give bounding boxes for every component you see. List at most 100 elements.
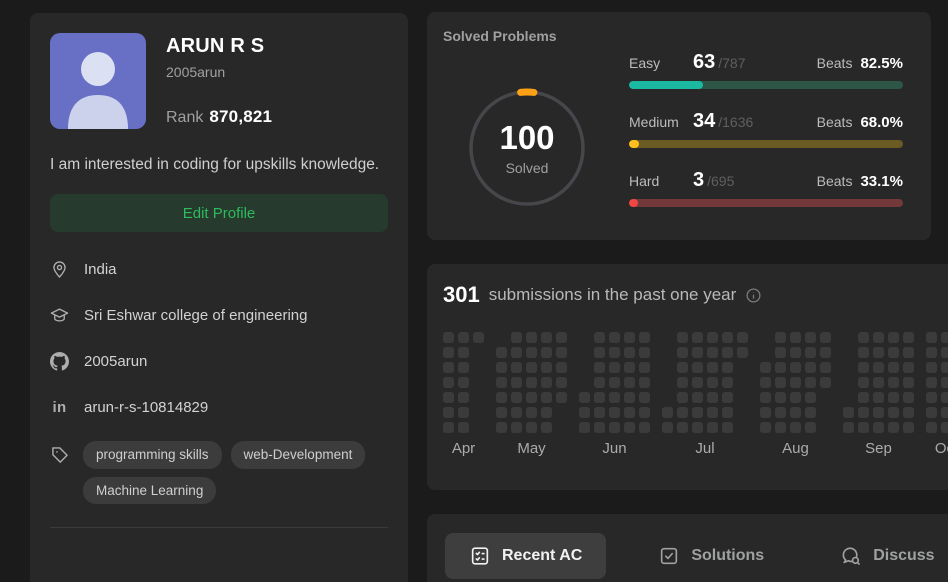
heatmap-cell [903, 407, 914, 418]
heatmap-cell [941, 392, 948, 403]
heatmap-cell [722, 422, 733, 433]
heatmap-month: Jul [662, 332, 748, 457]
linkedin-handle[interactable]: arun-r-s-10814829 [84, 399, 209, 417]
heatmap-cell [443, 362, 454, 373]
easy-row: Easy 63 /787 Beats 82.5% [629, 52, 903, 89]
heatmap-month-label: Oct [934, 440, 948, 457]
heatmap-cell [737, 332, 748, 343]
heatmap-month-label: May [517, 440, 546, 457]
heatmap-cell [790, 347, 801, 358]
heatmap-cell [722, 332, 733, 343]
heatmap-month-label: Sep [865, 440, 892, 457]
heatmap-cell [526, 392, 537, 403]
rank-value: 870,821 [209, 107, 273, 126]
github-row[interactable]: 2005arun [50, 352, 388, 372]
heatmap-cell [511, 407, 522, 418]
tab-recent-ac[interactable]: Recent AC [445, 533, 607, 579]
heatmap-cell [805, 422, 816, 433]
check-square-icon [658, 545, 680, 567]
medium-beats-label: Beats [816, 114, 853, 130]
heatmap-cell [526, 377, 537, 388]
linkedin-row[interactable]: in arun-r-s-10814829 [50, 398, 388, 417]
heatmap-cell [458, 362, 469, 373]
heatmap-cell [820, 332, 831, 343]
heatmap-cell [609, 347, 620, 358]
user-name: ARUN R S [166, 35, 265, 57]
heatmap-cell [511, 392, 522, 403]
activity-panel: Recent AC Solutions [427, 514, 948, 582]
heatmap-cell [594, 347, 605, 358]
heatmap-cell [458, 422, 469, 433]
hard-beats-value: 33.1% [860, 173, 903, 190]
skill-tag: programming skills [83, 441, 222, 469]
heatmap-cell [692, 392, 703, 403]
heatmap-cell [858, 347, 869, 358]
tab-solutions[interactable]: Solutions [634, 533, 788, 579]
heatmap-cell [775, 392, 786, 403]
heatmap-cell [707, 422, 718, 433]
heatmap-cell [888, 332, 899, 343]
heatmap-cell [805, 347, 816, 358]
heatmap-cell [556, 362, 567, 373]
rank: Rank 870,821 [166, 107, 388, 129]
heatmap-cell [903, 392, 914, 403]
heatmap-cell [941, 422, 948, 433]
tab-discuss[interactable]: Discuss [816, 533, 948, 579]
heatmap-cell [511, 377, 522, 388]
heatmap-cell [511, 362, 522, 373]
medium-total: /1636 [718, 114, 754, 130]
list-check-icon [469, 545, 491, 567]
heatmap-cell [594, 407, 605, 418]
heatmap-cell [443, 407, 454, 418]
heatmap-cell [926, 362, 937, 373]
submissions-title: 301 submissions in the past one year [443, 282, 948, 308]
heatmap-cell [677, 392, 688, 403]
heatmap-cell [609, 392, 620, 403]
tab-label: Discuss [873, 547, 935, 564]
graduation-cap-icon [50, 306, 69, 325]
heatmap-cell [662, 422, 673, 433]
heatmap-month: Apr [443, 332, 484, 457]
heatmap-month-label: Apr [451, 440, 476, 457]
heatmap-cell [556, 392, 567, 403]
heatmap-cell [707, 407, 718, 418]
easy-total: /787 [718, 55, 746, 71]
education-row: Sri Eshwar college of engineering [50, 306, 388, 325]
skill-pills: programming skills web-Development Machi… [83, 441, 388, 505]
divider [50, 527, 388, 529]
edit-profile-button[interactable]: Edit Profile [50, 194, 388, 233]
easy-beats-value: 82.5% [860, 55, 903, 72]
info-icon[interactable] [745, 287, 762, 304]
heatmap-month-label: Aug [782, 440, 809, 457]
heatmap-month: May [496, 332, 567, 457]
user-handle: 2005arun [166, 64, 226, 80]
heatmap-cell [541, 392, 552, 403]
heatmap-cell [941, 407, 948, 418]
heatmap-cell [790, 407, 801, 418]
heatmap-cell [858, 332, 869, 343]
heatmap-cell [903, 347, 914, 358]
heatmap-cell [790, 422, 801, 433]
heatmap-cell [496, 422, 507, 433]
heatmap-cell [873, 377, 884, 388]
heatmap-cell [722, 392, 733, 403]
heatmap-cell [541, 332, 552, 343]
heatmap-cell [805, 332, 816, 343]
heatmap-cell [624, 332, 635, 343]
heatmap-cell [541, 422, 552, 433]
heatmap-cell [677, 332, 688, 343]
heatmap-cell [843, 407, 854, 418]
heatmap-cell [677, 407, 688, 418]
heatmap-cell [692, 407, 703, 418]
heatmap-cell [926, 407, 937, 418]
heatmap-cell [458, 392, 469, 403]
heatmap-cell [677, 422, 688, 433]
location-row: India [50, 260, 388, 279]
heatmap-month-grid [496, 332, 567, 433]
heatmap-cell [873, 332, 884, 343]
heatmap-month: Jun [579, 332, 650, 457]
education-text: Sri Eshwar college of engineering [84, 307, 308, 325]
github-handle[interactable]: 2005arun [84, 353, 148, 371]
heatmap-cell [594, 362, 605, 373]
